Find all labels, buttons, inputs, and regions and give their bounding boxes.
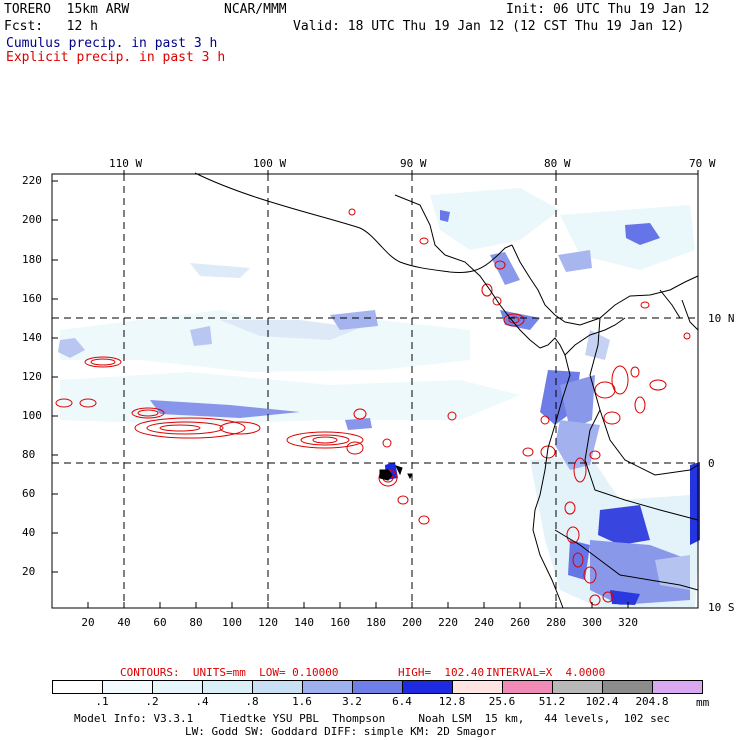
colorbar-swatch <box>652 680 703 694</box>
init-time: Init: 06 UTC Thu 19 Jan 12 <box>506 2 710 17</box>
colorbar-label: 25.6 <box>488 695 516 708</box>
x-tick-label: 40 <box>117 616 131 629</box>
x-tick-label: 180 <box>366 616 386 629</box>
organization-label: NCAR/MMM <box>224 2 287 17</box>
y-tick-label: 100 <box>22 409 42 422</box>
contours-high: HIGH= 102.40 <box>398 666 485 679</box>
lon-label-100w: 100 W <box>253 157 287 170</box>
coastlines <box>194 172 699 609</box>
forecast-hour: Fcst: 12 h <box>4 19 98 34</box>
x-tick-label: 280 <box>546 616 566 629</box>
colorbar-label: 51.2 <box>538 695 566 708</box>
colorbar-label: .1 <box>95 695 109 708</box>
y-tick-label: 140 <box>22 331 42 344</box>
colorbar-label: 1.6 <box>292 695 312 708</box>
plot-frame <box>51 173 699 609</box>
y-tick-label: 40 <box>22 526 36 539</box>
y-tick-label: 120 <box>22 370 42 383</box>
x-tick-label: 240 <box>474 616 494 629</box>
lon-label-90w: 90 W <box>400 157 427 170</box>
colorbar-swatch <box>102 680 153 694</box>
colorbar-label: .8 <box>245 695 259 708</box>
colorbar-swatch <box>502 680 553 694</box>
colorbar-swatch <box>402 680 453 694</box>
x-tick-label: 320 <box>618 616 638 629</box>
y-tick-label: 220 <box>22 174 42 187</box>
x-tick-label: 160 <box>330 616 350 629</box>
cumulus-precip-label: Cumulus precip. in past 3 h <box>6 36 218 51</box>
colorbar-swatch <box>202 680 253 694</box>
contours-interval: INTERVAL=X 4.0000 <box>486 666 606 679</box>
x-tick-label: 80 <box>189 616 203 629</box>
colorbar-swatch <box>602 680 653 694</box>
explicit-precip-label: Explicit precip. in past 3 h <box>6 50 226 65</box>
x-tick-label: 300 <box>582 616 602 629</box>
model-info-line2: LW: Godd SW: Goddard DIFF: simple KM: 2D… <box>185 725 497 738</box>
x-tick-label: 200 <box>402 616 422 629</box>
lat-label-0: 0 <box>708 457 715 470</box>
y-tick-label: 200 <box>22 213 42 226</box>
colorbar-swatch <box>252 680 303 694</box>
colorbar-swatch <box>352 680 403 694</box>
graticule <box>52 174 698 608</box>
colorbar-unit: mm <box>696 696 710 709</box>
colorbar-swatch <box>552 680 603 694</box>
x-tick-label: 140 <box>294 616 314 629</box>
colorbar-swatch <box>152 680 203 694</box>
x-tick-label: 20 <box>81 616 95 629</box>
colorbar-label: 6.4 <box>392 695 412 708</box>
x-tick-label: 60 <box>153 616 167 629</box>
valid-time: Valid: 18 UTC Thu 19 Jan 12 (12 CST Thu … <box>293 19 685 34</box>
x-tick-label: 100 <box>222 616 242 629</box>
lon-ticks <box>123 170 699 178</box>
x-tick-label: 120 <box>258 616 278 629</box>
colorbar-swatch <box>302 680 353 694</box>
model-title: TORERO 15km ARW <box>4 2 130 17</box>
y-tick-label: 160 <box>22 292 42 305</box>
cumulus-precip-shading <box>58 188 700 608</box>
lat-label-10n: 10 N <box>708 312 735 325</box>
colorbar-swatch <box>52 680 103 694</box>
explicit-precip-contours <box>55 208 691 606</box>
colorbar-label: .2 <box>145 695 159 708</box>
colorbar-label: .4 <box>195 695 209 708</box>
x-tick-label: 260 <box>510 616 530 629</box>
y-tick-label: 180 <box>22 253 42 266</box>
colorbar-label: 12.8 <box>438 695 466 708</box>
lon-label-70w: 70 W <box>689 157 716 170</box>
y-tick-label: 60 <box>22 487 36 500</box>
grid-index-ticks <box>52 180 629 608</box>
contours-info: CONTOURS: UNITS=mm LOW= 0.10000 <box>120 666 339 679</box>
colorbar-label: 102.4 <box>585 695 619 708</box>
colorbar-label: 3.2 <box>342 695 362 708</box>
y-tick-label: 80 <box>22 448 36 461</box>
y-tick-label: 20 <box>22 565 36 578</box>
lon-label-110w: 110 W <box>109 157 143 170</box>
colorbar-label: 204.8 <box>635 695 669 708</box>
model-info-line1: Model Info: V3.3.1 Tiedtke YSU PBL Thomp… <box>74 712 671 725</box>
lon-label-80w: 80 W <box>544 157 571 170</box>
lat-label-10s: 10 S <box>708 601 735 614</box>
colorbar-swatch <box>452 680 503 694</box>
x-tick-label: 220 <box>438 616 458 629</box>
